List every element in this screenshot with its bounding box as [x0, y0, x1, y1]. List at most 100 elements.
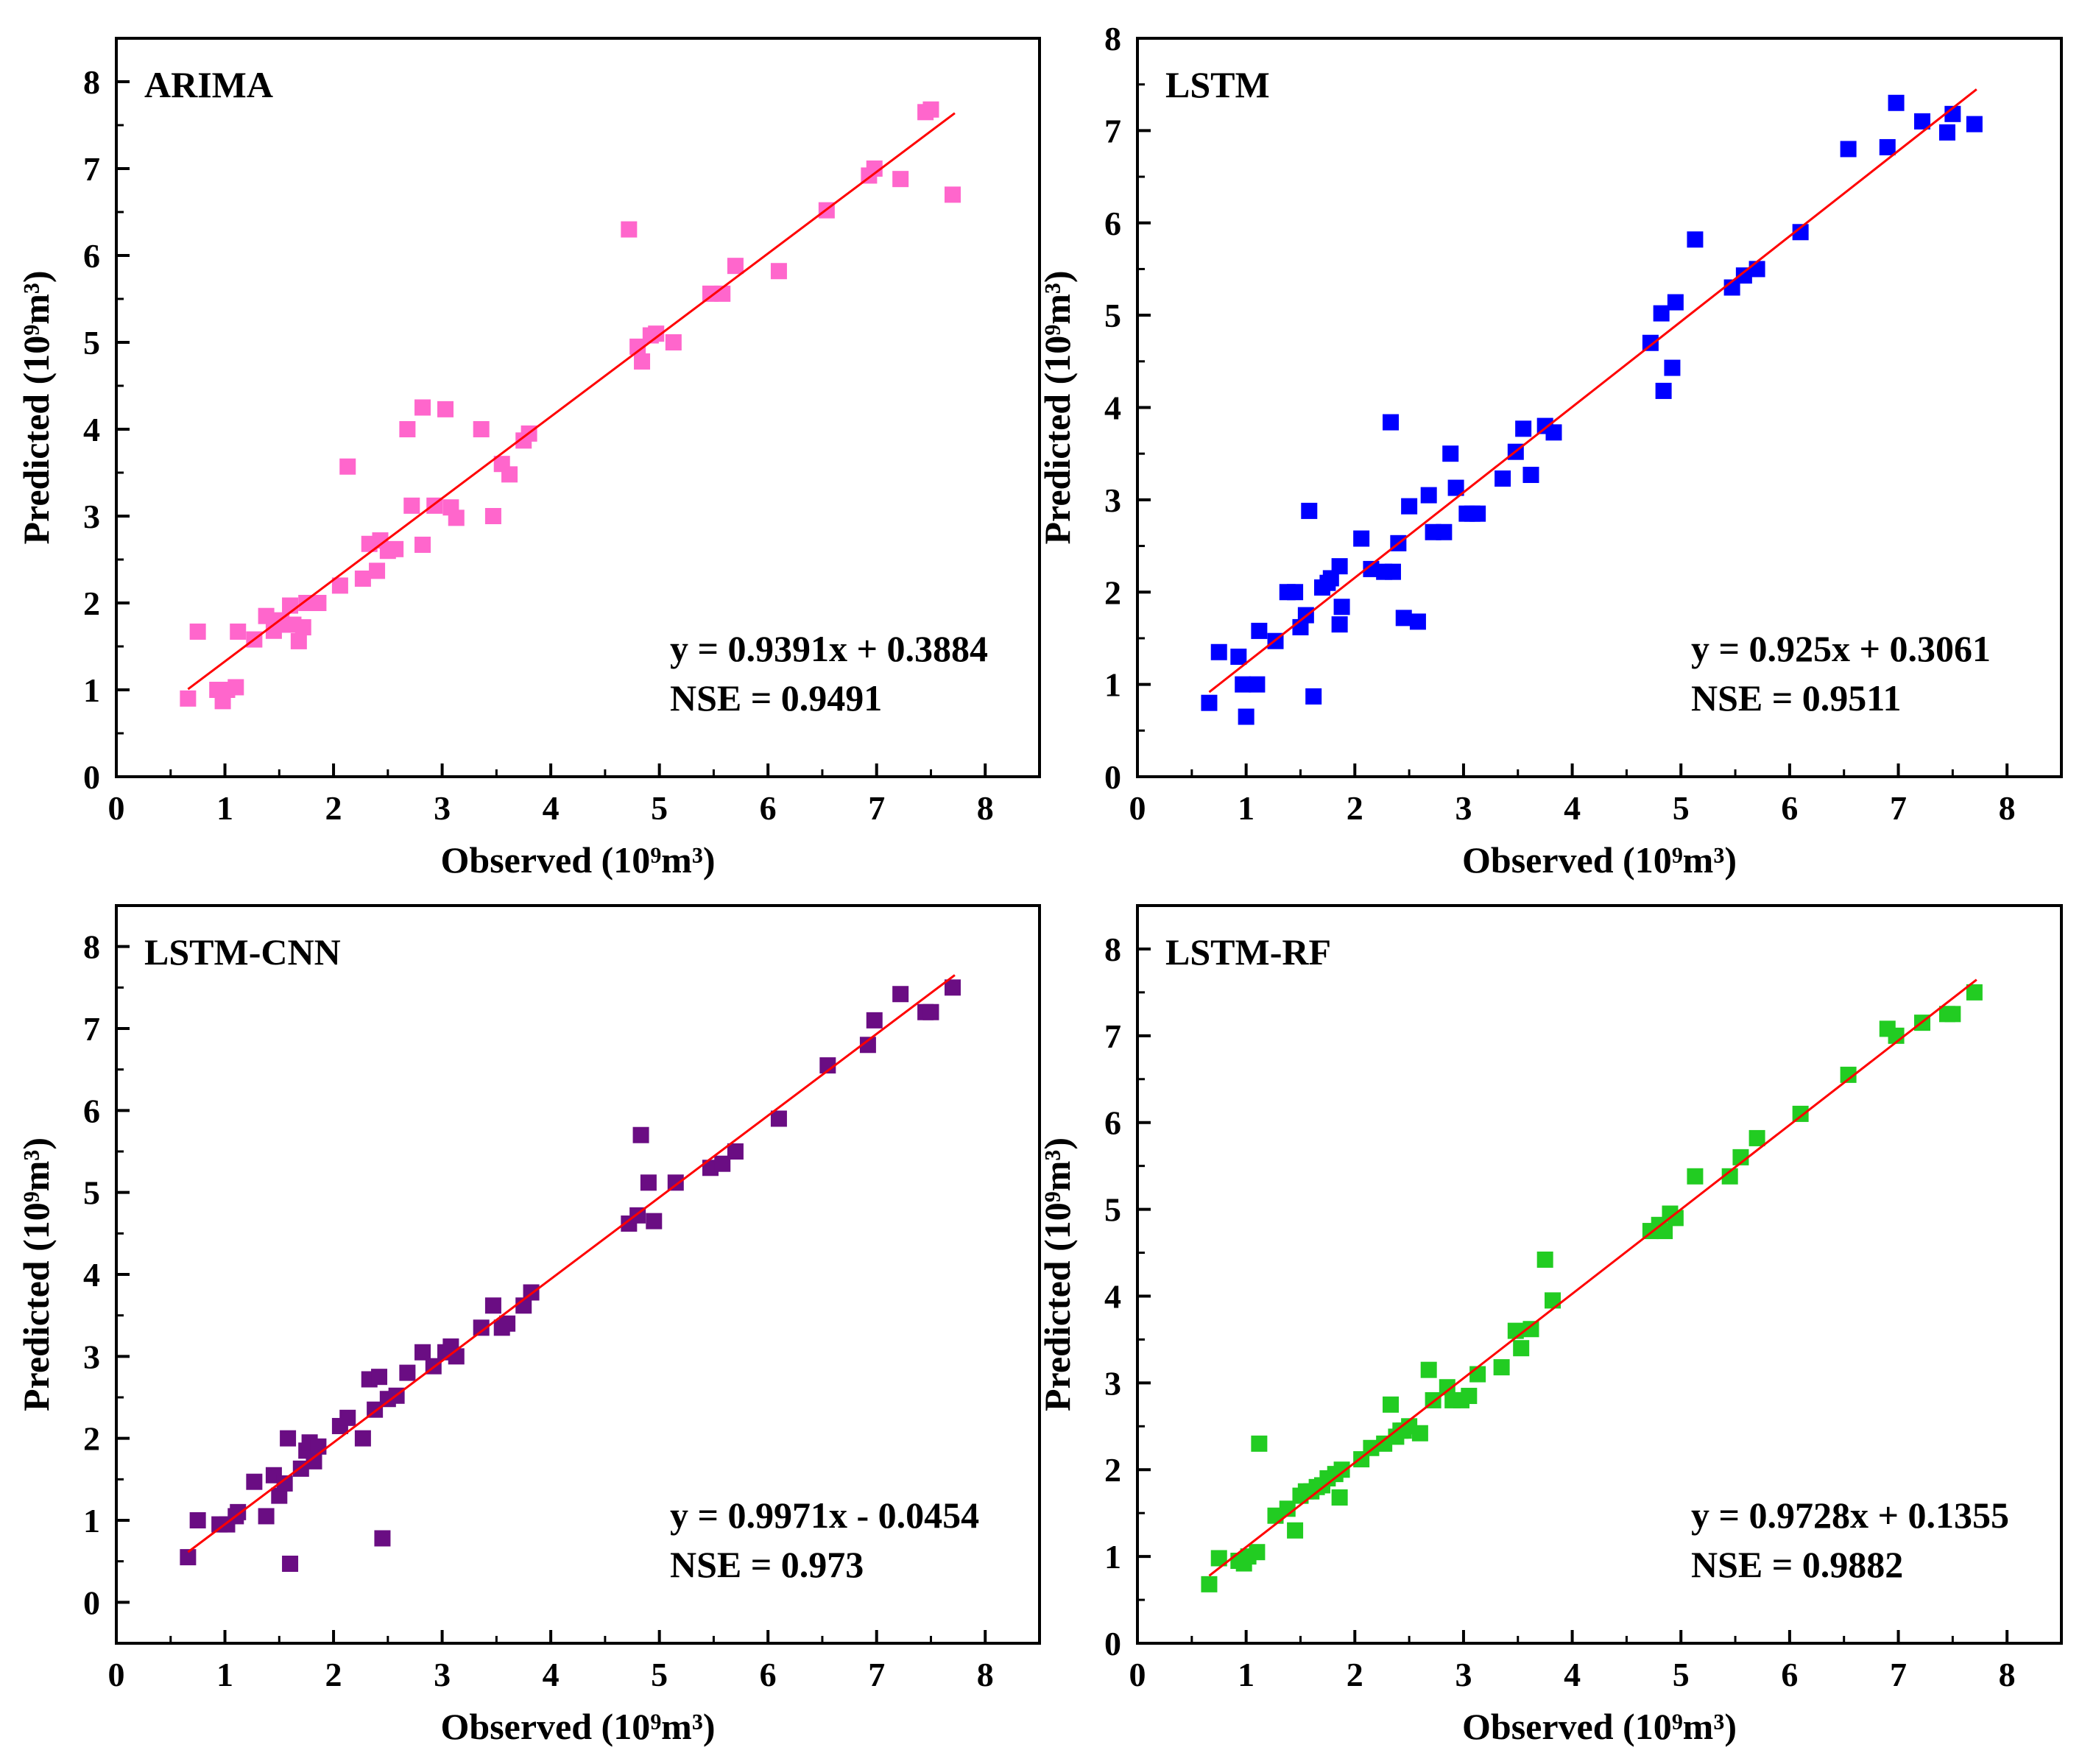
x-tick-label: 6 — [760, 789, 777, 827]
data-point — [1420, 487, 1437, 504]
panel-title: LSTM — [1165, 64, 1270, 105]
x-tick-label: 7 — [1890, 789, 1907, 827]
x-tick-label: 5 — [651, 1656, 668, 1693]
data-point — [1748, 261, 1765, 278]
y-tick-label: 7 — [83, 1010, 100, 1048]
data-point — [1653, 305, 1670, 322]
data-point — [1966, 984, 1983, 1001]
y-tick-label: 2 — [83, 1420, 100, 1458]
data-point — [1735, 267, 1752, 284]
data-point — [1420, 1361, 1437, 1378]
data-point — [1966, 116, 1983, 133]
data-point — [770, 1110, 787, 1127]
nse-value: NSE = 0.9882 — [1691, 1544, 1903, 1585]
x-axis-title: Observed (10⁹m³) — [441, 1706, 716, 1747]
data-point — [944, 979, 961, 996]
x-tick-label: 8 — [1999, 789, 2016, 827]
data-point — [414, 1344, 431, 1361]
data-point — [1235, 676, 1252, 693]
data-point — [282, 1556, 299, 1573]
data-point — [501, 466, 518, 483]
panel-arima: 0 1 2 3 4 5 6 7 8 0 1 2 3 4 5 6 7 8 ARIMA y = 0.9391x + 0.3… — [15, 37, 1041, 881]
data-point — [310, 1438, 327, 1455]
data-point — [632, 1126, 649, 1143]
x-tick-label: 2 — [325, 1656, 342, 1693]
data-point — [1687, 1168, 1704, 1185]
data-point — [1384, 563, 1401, 580]
data-point — [1469, 505, 1486, 522]
y-tick-label: 6 — [83, 237, 100, 275]
y-tick-label: 7 — [83, 150, 100, 188]
y-tick-label: 7 — [1104, 112, 1121, 149]
data-point — [246, 1473, 263, 1490]
data-point — [339, 458, 356, 475]
y-tick-label: 8 — [1104, 931, 1121, 968]
data-point — [727, 258, 744, 275]
data-point — [1251, 622, 1268, 639]
nse-value: NSE = 0.973 — [670, 1544, 864, 1585]
plot-frame — [115, 37, 1041, 778]
y-tick-label: 1 — [83, 1502, 100, 1539]
regression-equation: y = 0.9728x + 0.1355 — [1691, 1495, 2009, 1536]
data-point — [1461, 1388, 1478, 1405]
x-tick-label: 1 — [1238, 1656, 1255, 1693]
y-tick-label: 1 — [1104, 1538, 1121, 1576]
data-point — [339, 1409, 356, 1426]
x-tick-label: 3 — [1455, 1656, 1472, 1693]
y-axis-title: Predicted (10⁹m³) — [15, 1137, 57, 1411]
data-point — [1522, 467, 1539, 484]
data-point — [1201, 1576, 1218, 1592]
data-point — [922, 1003, 939, 1020]
plot-frame — [1136, 904, 2063, 1645]
data-point — [1879, 138, 1896, 155]
data-point — [727, 1143, 744, 1160]
data-point — [1331, 558, 1348, 575]
data-point — [258, 1508, 275, 1525]
data-point — [1914, 113, 1931, 130]
data-point — [1656, 1223, 1673, 1240]
data-point — [399, 1364, 416, 1381]
data-point — [1331, 616, 1348, 633]
y-tick-label: 4 — [1104, 1277, 1121, 1315]
y-tick-label: 2 — [1104, 1451, 1121, 1489]
data-point — [1251, 1435, 1268, 1452]
x-tick-label: 1 — [216, 789, 233, 827]
data-point — [1536, 1251, 1553, 1268]
data-point — [387, 540, 404, 557]
data-point — [922, 101, 939, 118]
data-point — [1545, 1292, 1562, 1309]
data-point — [1642, 334, 1659, 351]
y-axis-title: Predicted (10⁹m³) — [1037, 1137, 1078, 1411]
data-point — [1513, 1340, 1530, 1357]
data-point — [1409, 613, 1426, 630]
data-point — [646, 1213, 663, 1229]
data-point — [621, 221, 638, 238]
y-tick-label: 4 — [1104, 389, 1121, 427]
x-tick-label: 6 — [1781, 789, 1798, 827]
x-tick-label: 4 — [543, 1656, 560, 1693]
x-tick-label: 6 — [760, 1656, 777, 1693]
x-tick-label: 7 — [868, 1656, 885, 1693]
x-tick-label: 3 — [1455, 789, 1472, 827]
regression-equation: y = 0.925x + 0.3061 — [1691, 628, 1991, 669]
x-tick-label: 4 — [1564, 789, 1581, 827]
panel-lstm: 0 1 2 3 4 5 6 7 8 0 1 2 3 4 5 6 7 8 LSTM y = 0.925x + 0.306… — [1037, 20, 2063, 881]
fit-line — [1208, 88, 1977, 694]
data-point — [294, 619, 311, 636]
panel-title: ARIMA — [144, 64, 273, 105]
x-tick-label: 0 — [108, 789, 125, 827]
y-tick-label: 0 — [1104, 1625, 1121, 1662]
data-point — [258, 607, 275, 624]
y-tick-label: 3 — [83, 1338, 100, 1375]
x-tick-label: 4 — [543, 789, 560, 827]
data-point — [1721, 1168, 1738, 1185]
data-point — [1201, 694, 1218, 711]
y-tick-label: 3 — [1104, 1364, 1121, 1402]
data-point — [1655, 382, 1672, 399]
fit-line — [187, 974, 956, 1553]
fit-line — [1208, 978, 1977, 1577]
y-tick-label: 5 — [1104, 297, 1121, 334]
y-tick-label: 7 — [1104, 1017, 1121, 1055]
x-tick-label: 7 — [868, 789, 885, 827]
data-point — [1888, 94, 1905, 111]
